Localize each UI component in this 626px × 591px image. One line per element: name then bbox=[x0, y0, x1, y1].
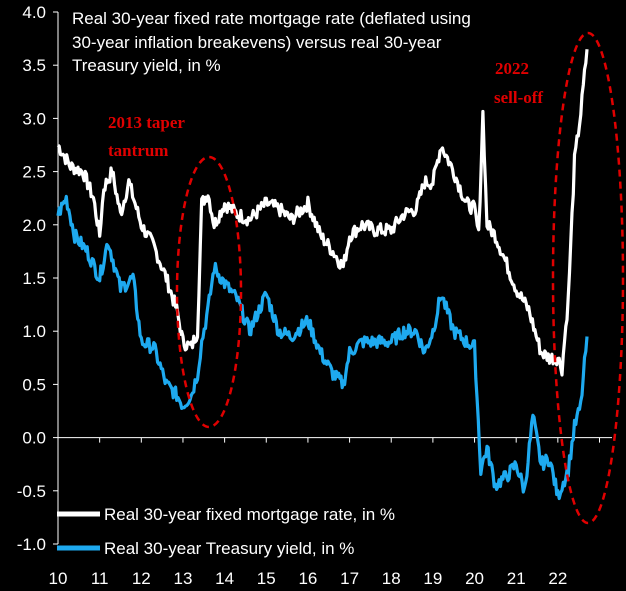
x-tick-label: 22 bbox=[548, 569, 567, 588]
y-tick-label: 0.0 bbox=[22, 429, 46, 448]
x-tick-label: 21 bbox=[507, 569, 526, 588]
sell-off-ellipse bbox=[551, 31, 625, 525]
title-line-3: Treasury yield, in % bbox=[72, 56, 221, 75]
x-tick-label: 13 bbox=[174, 569, 193, 588]
y-tick-label: 1.0 bbox=[22, 322, 46, 341]
series-line-mortgage bbox=[56, 49, 589, 377]
y-tick-label: 1.5 bbox=[22, 269, 46, 288]
y-tick-label: -1.0 bbox=[17, 535, 46, 554]
x-tick-label: 16 bbox=[298, 569, 317, 588]
x-tick-label: 17 bbox=[340, 569, 359, 588]
series-line-treasury bbox=[56, 194, 589, 501]
annotation-taper-line-2: tantrum bbox=[108, 141, 168, 160]
annotation-selloff-line-2: sell-off bbox=[494, 88, 543, 107]
x-tick-label: 20 bbox=[465, 569, 484, 588]
x-ticks: 10 11 12 13 14 15 16 17 18 19 20 21 22 bbox=[49, 437, 601, 588]
legend: Real 30-year fixed mortgage rate, in % R… bbox=[57, 505, 395, 558]
series-lines bbox=[56, 49, 589, 501]
y-tick-label: 2.5 bbox=[22, 163, 46, 182]
x-tick-label: 19 bbox=[423, 569, 442, 588]
y-ticks: 4.0 3.5 3.0 2.5 2.0 1.5 1.0 0.5 0.0 -0.5 -1.0 bbox=[17, 3, 58, 554]
legend-label-mortgage: Real 30-year fixed mortgage rate, in % bbox=[104, 505, 395, 524]
title: Real 30-year fixed rate mortgage rate (d… bbox=[72, 9, 471, 75]
legend-label-treasury: Real 30-year Treasury yield, in % bbox=[104, 539, 354, 558]
x-tick-label: 14 bbox=[215, 569, 234, 588]
x-tick-label: 15 bbox=[257, 569, 276, 588]
y-tick-label: 2.0 bbox=[22, 216, 46, 235]
annotation-taper-tantrum: 2013 taper tantrum bbox=[108, 113, 185, 160]
taper-tantrum-ellipse bbox=[175, 155, 243, 429]
y-tick-label: -0.5 bbox=[17, 482, 46, 501]
title-line-1: Real 30-year fixed rate mortgage rate (d… bbox=[72, 9, 471, 28]
x-tick-label: 12 bbox=[132, 569, 151, 588]
x-tick-label: 10 bbox=[49, 569, 68, 588]
y-tick-label: 3.5 bbox=[22, 56, 46, 75]
y-tick-label: 3.0 bbox=[22, 109, 46, 128]
annotation-taper-line-1: 2013 taper bbox=[108, 113, 185, 132]
y-tick-label: 4.0 bbox=[22, 3, 46, 22]
annotation-sell-off: 2022 sell-off bbox=[494, 59, 543, 107]
title-line-2: 30-year inflation breakevens) versus rea… bbox=[72, 33, 442, 52]
y-tick-label: 0.5 bbox=[22, 375, 46, 394]
annotation-selloff-line-1: 2022 bbox=[495, 59, 529, 78]
x-tick-label: 18 bbox=[382, 569, 401, 588]
x-tick-label: 11 bbox=[91, 569, 109, 588]
